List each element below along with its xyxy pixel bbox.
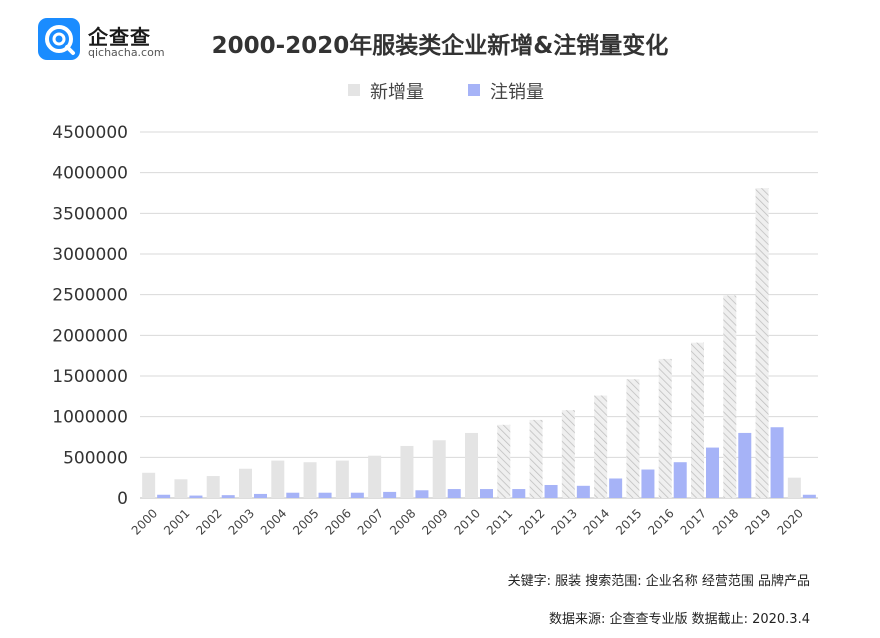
bar-cancel-2020	[802, 494, 816, 498]
y-tick-label: 2000000	[52, 326, 128, 346]
bar-cancel-2009	[447, 489, 461, 498]
legend-swatch-new	[348, 84, 360, 96]
legend-swatch-cancel	[468, 84, 480, 96]
bar-cancel-2007	[383, 491, 397, 498]
bar-new-2001	[174, 479, 188, 498]
bar-new-2008	[400, 445, 414, 498]
bars	[142, 188, 816, 498]
x-tick-label: 2007	[355, 506, 386, 537]
x-tick-label: 2008	[387, 506, 418, 537]
bar-new-2011	[497, 424, 511, 498]
bar-new-2017	[691, 342, 704, 498]
y-tick-label: 0	[117, 489, 128, 509]
bar-cancel-2012	[544, 484, 558, 498]
bar-cancel-2006	[350, 492, 364, 498]
bar-new-2012	[529, 419, 543, 498]
qichacha-logo-icon	[38, 18, 80, 60]
x-tick-label: 2005	[290, 506, 321, 537]
logo-domain: qichacha.com	[88, 46, 165, 59]
y-tick-label: 500000	[63, 448, 128, 468]
bar-cancel-2019	[770, 427, 784, 498]
bar-cancel-2001	[189, 495, 203, 498]
x-tick-label: 2013	[548, 506, 579, 537]
x-tick-label: 2014	[581, 506, 612, 537]
bar-cancel-2003	[254, 493, 267, 498]
x-tick-label: 2017	[678, 506, 709, 537]
y-tick-label: 4500000	[52, 123, 128, 143]
y-tick-label: 4000000	[52, 164, 128, 184]
bar-new-2007	[368, 455, 382, 498]
grid-lines	[140, 131, 818, 499]
bar-new-2005	[303, 462, 317, 498]
bar-new-2000	[142, 472, 156, 498]
footer-keywords: 关键字: 服装 搜索范围: 企业名称 经营范围 品牌产品	[507, 574, 810, 589]
x-tick-label: 2016	[645, 506, 676, 537]
bar-new-2020	[787, 477, 801, 498]
bar-cancel-2002	[221, 495, 235, 498]
bar-cancel-2018	[738, 432, 752, 498]
y-tick-label: 2500000	[52, 286, 128, 306]
bar-cancel-2008	[415, 490, 429, 498]
x-tick-label: 2009	[419, 506, 450, 537]
bar-cancel-2005	[318, 492, 332, 498]
bar-cancel-2000	[157, 494, 171, 498]
bar-new-2018	[723, 295, 737, 498]
bar-new-2003	[239, 468, 252, 498]
logo-name: 企查查	[88, 25, 151, 49]
bar-new-2004	[271, 460, 285, 498]
bar-cancel-2011	[512, 489, 526, 498]
x-tick-label: 2011	[484, 506, 515, 537]
x-tick-labels: 2000 2001 2002 2003 2004 2005 2006 2007 2008 2009…	[129, 506, 806, 537]
bar-new-2016	[658, 358, 672, 498]
x-tick-label: 2006	[322, 506, 353, 537]
x-tick-label: 2002	[193, 506, 224, 537]
x-tick-label: 2001	[161, 506, 192, 537]
bar-cancel-2015	[641, 469, 655, 498]
footer-source: 数据来源: 企查查专业版 数据截止: 2020.3.4	[548, 612, 810, 627]
x-tick-label: 2020	[774, 506, 805, 537]
qichacha-logo: 企查查 qichacha.com	[38, 18, 188, 62]
y-tick-label: 3000000	[52, 245, 128, 265]
bar-chart: 0 500000 1000000 1500000 2000000 2500000 30000…	[52, 123, 818, 538]
x-tick-label: 2004	[258, 506, 289, 537]
x-tick-label: 2003	[226, 506, 257, 537]
x-tick-label: 2018	[710, 506, 741, 537]
x-tick-label: 2012	[516, 506, 547, 537]
y-tick-label: 3500000	[52, 204, 128, 224]
chart-title: 2000-2020年服装类企业新增&注销量变化	[211, 33, 669, 59]
x-tick-label: 2010	[452, 506, 483, 537]
bar-new-2002	[206, 476, 220, 498]
bar-cancel-2014	[609, 478, 623, 498]
y-tick-labels: 0 500000 1000000 1500000 2000000 2500000 30000…	[52, 123, 128, 509]
bar-new-2019	[755, 188, 769, 498]
bar-new-2015	[626, 379, 640, 498]
legend-label-new: 新增量	[370, 82, 424, 103]
legend-label-cancel: 注销量	[490, 82, 544, 103]
bar-new-2010	[465, 432, 478, 498]
bar-cancel-2010	[480, 489, 493, 498]
y-tick-label: 1000000	[52, 408, 128, 428]
bar-new-2006	[335, 460, 349, 498]
x-tick-label: 2000	[129, 506, 160, 537]
bar-new-2014	[594, 395, 608, 498]
bar-new-2009	[432, 440, 446, 498]
bar-cancel-2017	[706, 447, 719, 498]
bar-cancel-2013	[576, 485, 590, 498]
bar-cancel-2004	[286, 492, 300, 498]
x-tick-label: 2015	[613, 506, 644, 537]
y-tick-label: 1500000	[52, 367, 128, 387]
x-tick-label: 2019	[742, 506, 773, 537]
bar-new-2013	[561, 410, 575, 498]
bar-cancel-2016	[673, 462, 687, 498]
